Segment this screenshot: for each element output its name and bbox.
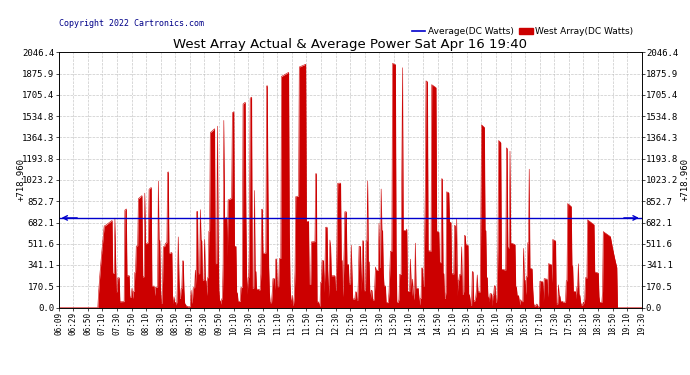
Y-axis label: +718.960: +718.960	[681, 159, 690, 201]
Legend: Average(DC Watts), West Array(DC Watts): Average(DC Watts), West Array(DC Watts)	[408, 24, 637, 40]
Title: West Array Actual & Average Power Sat Apr 16 19:40: West Array Actual & Average Power Sat Ap…	[173, 38, 527, 51]
Text: Copyright 2022 Cartronics.com: Copyright 2022 Cartronics.com	[59, 20, 204, 28]
Text: +718.960: +718.960	[17, 159, 26, 201]
